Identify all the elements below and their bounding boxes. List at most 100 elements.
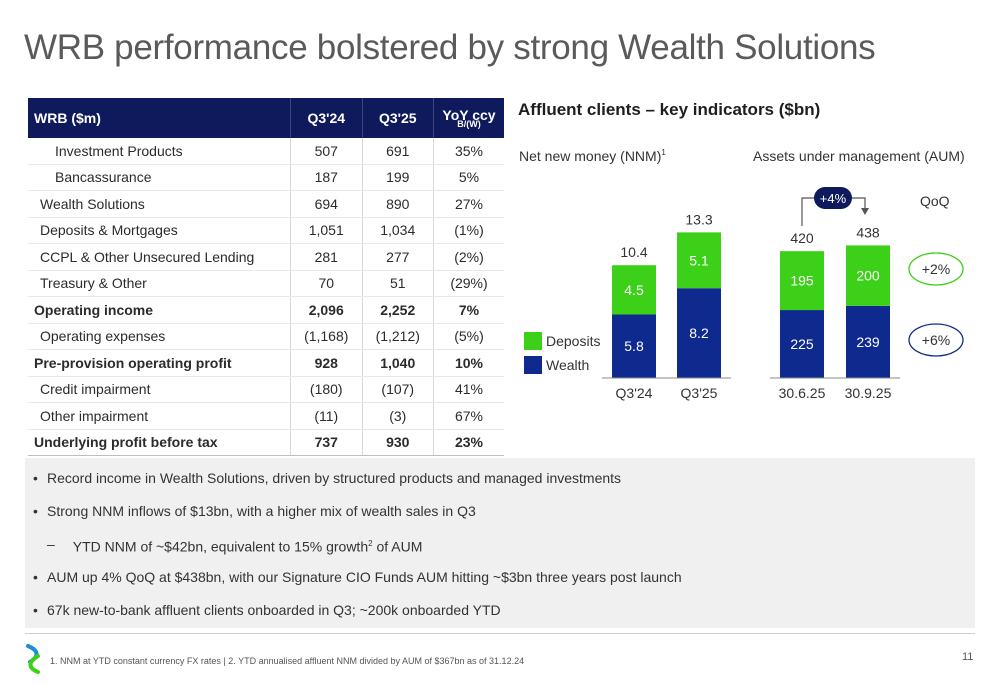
row-label: Underlying profit before tax bbox=[28, 428, 291, 456]
table-row: Pre-provision operating profit 928 1,040 10… bbox=[28, 349, 504, 377]
label-total: 438 bbox=[856, 224, 880, 240]
qoq-wealth: +6% bbox=[922, 332, 950, 348]
cell-q324: 187 bbox=[290, 164, 362, 191]
label-wealth: 8.2 bbox=[689, 325, 709, 341]
cell-q325: 691 bbox=[361, 138, 434, 165]
bullet-text: 67k new-to-bank affluent clients onboard… bbox=[47, 602, 501, 618]
row-label: Other impairment bbox=[28, 402, 291, 430]
footnote: 1. NNM at YTD constant currency FX rates… bbox=[50, 656, 525, 666]
bar-deposits bbox=[846, 245, 890, 306]
header-wrb: WRB ($m) bbox=[28, 98, 291, 138]
bullet-text: Record income in Wealth Solutions, drive… bbox=[47, 470, 622, 486]
table-row: Credit impairment (180) (107) 41% bbox=[28, 376, 504, 403]
legend-deposits-swatch bbox=[524, 332, 542, 350]
cell-q324: 737 bbox=[290, 428, 362, 456]
bullet-item: • 67k new-to-bank affluent clients onboar… bbox=[33, 600, 975, 633]
row-label: CCPL & Other Unsecured Lending bbox=[28, 243, 291, 271]
row-label: Bancassurance bbox=[28, 164, 291, 191]
cell-q324: 70 bbox=[290, 270, 362, 297]
x-tick-label: 30.9.25 bbox=[845, 385, 892, 401]
x-tick-label: Q3'25 bbox=[681, 385, 718, 401]
qoq-deposits: +2% bbox=[922, 261, 950, 277]
label-total: 420 bbox=[790, 230, 814, 246]
row-label: Wealth Solutions bbox=[28, 190, 291, 218]
label-total: 13.3 bbox=[685, 211, 712, 227]
bullet-item: • AUM up 4% QoQ at $438bn, with our Signa… bbox=[33, 567, 975, 600]
cell-q324: (11) bbox=[290, 402, 362, 430]
cell-q325: 51 bbox=[361, 270, 434, 297]
row-label: Operating income bbox=[28, 296, 291, 324]
wrb-table: WRB ($m) Q3'24 Q3'25 YoY ccy B/(W) Inves… bbox=[28, 98, 504, 456]
header-q324: Q3'24 bbox=[290, 98, 362, 138]
label-wealth: 5.8 bbox=[624, 338, 644, 354]
qoq-deposits-oval bbox=[908, 252, 964, 286]
change-arrow-icon bbox=[861, 208, 869, 215]
cell-yoy: 41% bbox=[433, 376, 504, 403]
label-total: 10.4 bbox=[620, 244, 647, 260]
bullet-list: • Record income in Wealth Solutions, driv… bbox=[25, 458, 975, 633]
cell-q325: (107) bbox=[361, 376, 434, 403]
bar-deposits bbox=[677, 232, 721, 289]
bar-wealth bbox=[677, 288, 721, 378]
cell-yoy: (2%) bbox=[433, 243, 504, 271]
nnm-subtitle: Net new money (NNM)1 bbox=[519, 148, 666, 164]
cell-yoy: (1%) bbox=[433, 217, 504, 244]
page-number: 11 bbox=[962, 651, 974, 663]
cell-q325: 1,040 bbox=[361, 349, 434, 377]
cell-q325: (1,212) bbox=[361, 323, 434, 350]
cell-q324: (180) bbox=[290, 376, 362, 403]
label-deposits: 5.1 bbox=[689, 252, 709, 268]
bar-deposits bbox=[780, 251, 824, 311]
row-label: Investment Products bbox=[28, 138, 291, 165]
bar-wealth bbox=[846, 305, 890, 378]
cell-q324: 507 bbox=[290, 138, 362, 165]
cell-yoy: 5% bbox=[433, 164, 504, 191]
cell-q325: 277 bbox=[361, 243, 434, 271]
cell-yoy: 23% bbox=[433, 428, 504, 456]
cell-q324: 281 bbox=[290, 243, 362, 271]
key-points-panel: • Record income in Wealth Solutions, driv… bbox=[25, 458, 975, 628]
legend-wealth-swatch bbox=[524, 356, 542, 374]
label-deposits: 195 bbox=[790, 273, 814, 289]
bullet-item: • Strong NNM inflows of $13bn, with a hig… bbox=[33, 501, 975, 534]
bullet-item: • Record income in Wealth Solutions, driv… bbox=[33, 468, 975, 501]
cell-yoy: 10% bbox=[433, 349, 504, 377]
bullet-text: YTD NNM of ~$42bn, equivalent to 15% gro… bbox=[72, 538, 369, 555]
cell-q324: 694 bbox=[290, 190, 362, 218]
qoq-label: QoQ bbox=[920, 193, 950, 209]
cell-yoy: 67% bbox=[433, 402, 504, 430]
cell-q325: 890 bbox=[361, 190, 434, 218]
bullet-icon: • bbox=[33, 503, 38, 519]
cell-q324: 2,096 bbox=[290, 296, 362, 324]
bullet-tail: of AUM bbox=[372, 538, 423, 555]
header-yoy-label: YoY ccy bbox=[442, 106, 496, 123]
cell-yoy: (29%) bbox=[433, 270, 504, 297]
bar-wealth bbox=[780, 310, 824, 378]
table-row: Wealth Solutions 694 890 27% bbox=[28, 190, 504, 218]
cell-yoy: 35% bbox=[433, 138, 504, 165]
bullet-text: Strong NNM inflows of $13bn, with a high… bbox=[47, 503, 476, 519]
bank-logo-icon bbox=[26, 644, 40, 674]
row-label: Operating expenses bbox=[28, 323, 291, 350]
header-q325: Q3'25 bbox=[361, 98, 434, 138]
bar-deposits bbox=[612, 265, 656, 315]
header-yoy: YoY ccy B/(W) bbox=[433, 98, 504, 138]
bullet-icon: • bbox=[33, 569, 38, 585]
row-label: Credit impairment bbox=[28, 376, 291, 403]
qoq-wealth-oval bbox=[908, 323, 964, 357]
legend-deposits: Deposits bbox=[546, 333, 600, 349]
table-header-row: WRB ($m) Q3'24 Q3'25 YoY ccy B/(W) bbox=[28, 98, 504, 138]
aum-subtitle: Assets under management (AUM) bbox=[753, 148, 965, 164]
bullet-icon: • bbox=[33, 470, 38, 486]
bar-wealth bbox=[612, 314, 656, 378]
dash-icon: – bbox=[47, 536, 55, 552]
table-row: Operating income 2,096 2,252 7% bbox=[28, 296, 504, 324]
cell-yoy: 7% bbox=[433, 296, 504, 324]
bullet-item: – YTD NNM of ~$42bn, equivalent to 15% g… bbox=[47, 534, 975, 567]
table-row: Treasury & Other 70 51 (29%) bbox=[28, 270, 504, 297]
table-row: Deposits & Mortgages 1,051 1,034 (1%) bbox=[28, 217, 504, 244]
table-row: Underlying profit before tax 737 930 23% bbox=[28, 428, 504, 456]
label-wealth: 239 bbox=[856, 334, 880, 350]
bullet-text: AUM up 4% QoQ at $438bn, with our Signat… bbox=[47, 569, 682, 585]
label-deposits: 4.5 bbox=[624, 282, 644, 298]
